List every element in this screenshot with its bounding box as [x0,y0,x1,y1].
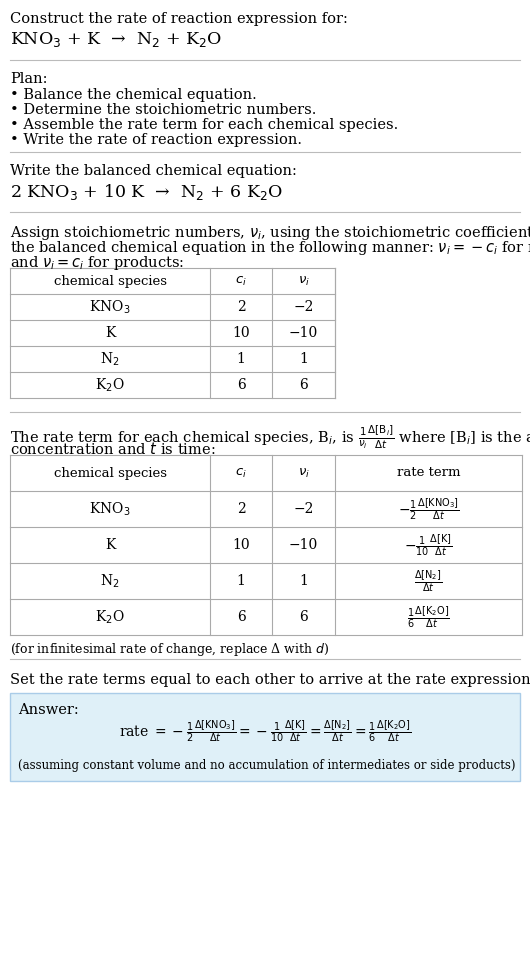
Text: 6: 6 [236,378,245,392]
Text: the balanced chemical equation in the following manner: $\nu_i = -c_i$ for react: the balanced chemical equation in the fo… [10,239,530,257]
Text: 6: 6 [299,610,308,624]
Text: chemical species: chemical species [54,274,166,288]
Text: 2 KNO$_3$ + 10 K  →  N$_2$ + 6 K$_2$O: 2 KNO$_3$ + 10 K → N$_2$ + 6 K$_2$O [10,182,283,202]
Text: $\nu_i$: $\nu_i$ [297,467,310,479]
Text: N$_2$: N$_2$ [100,572,120,590]
Text: $c_i$: $c_i$ [235,467,247,479]
Text: K: K [105,538,115,552]
Text: 1: 1 [299,574,308,588]
Text: N$_2$: N$_2$ [100,350,120,368]
Text: • Assemble the rate term for each chemical species.: • Assemble the rate term for each chemic… [10,118,398,132]
Text: 1: 1 [299,352,308,366]
Text: Answer:: Answer: [18,703,79,717]
Text: • Determine the stoichiometric numbers.: • Determine the stoichiometric numbers. [10,103,316,117]
Text: rate term: rate term [397,467,460,479]
Text: Set the rate terms equal to each other to arrive at the rate expression:: Set the rate terms equal to each other t… [10,673,530,687]
Text: 10: 10 [232,326,250,340]
Text: • Balance the chemical equation.: • Balance the chemical equation. [10,88,257,102]
Text: $\frac{\Delta[\mathrm{N_2}]}{\Delta t}$: $\frac{\Delta[\mathrm{N_2}]}{\Delta t}$ [414,568,443,593]
Text: K: K [105,326,115,340]
Text: Construct the rate of reaction expression for:: Construct the rate of reaction expressio… [10,12,348,26]
Text: K$_2$O: K$_2$O [95,608,125,626]
Text: Write the balanced chemical equation:: Write the balanced chemical equation: [10,164,297,178]
Text: K$_2$O: K$_2$O [95,377,125,393]
Text: $c_i$: $c_i$ [235,274,247,288]
Text: $\frac{1}{6}\frac{\Delta[\mathrm{K_2O}]}{\Delta t}$: $\frac{1}{6}\frac{\Delta[\mathrm{K_2O}]}… [407,604,450,630]
Text: Assign stoichiometric numbers, $\nu_i$, using the stoichiometric coefficients, $: Assign stoichiometric numbers, $\nu_i$, … [10,224,530,242]
Text: and $\nu_i = c_i$ for products:: and $\nu_i = c_i$ for products: [10,254,184,272]
Text: −2: −2 [293,300,314,314]
Text: $-\frac{1}{2}\frac{\Delta[\mathrm{KNO_3}]}{\Delta t}$: $-\frac{1}{2}\frac{\Delta[\mathrm{KNO_3}… [398,496,460,522]
Text: • Write the rate of reaction expression.: • Write the rate of reaction expression. [10,133,302,147]
Text: 2: 2 [236,502,245,516]
Text: −10: −10 [289,538,318,552]
Text: KNO$_3$: KNO$_3$ [89,299,131,315]
Text: KNO$_3$ + K  →  N$_2$ + K$_2$O: KNO$_3$ + K → N$_2$ + K$_2$O [10,30,222,49]
Text: $\nu_i$: $\nu_i$ [297,274,310,288]
Text: $-\frac{1}{10}\frac{\Delta[\mathrm{K}]}{\Delta t}$: $-\frac{1}{10}\frac{\Delta[\mathrm{K}]}{… [404,532,453,558]
Text: 2: 2 [236,300,245,314]
Text: 6: 6 [236,610,245,624]
Text: concentration and $t$ is time:: concentration and $t$ is time: [10,441,216,457]
Text: KNO$_3$: KNO$_3$ [89,501,131,517]
Text: rate $= -\frac{1}{2}\frac{\Delta[\mathrm{KNO_3}]}{\Delta t} = -\frac{1}{10}\frac: rate $= -\frac{1}{2}\frac{\Delta[\mathrm… [119,718,411,744]
Text: 6: 6 [299,378,308,392]
Text: Plan:: Plan: [10,72,48,86]
Text: −10: −10 [289,326,318,340]
Text: 1: 1 [236,352,245,366]
Text: (assuming constant volume and no accumulation of intermediates or side products): (assuming constant volume and no accumul… [18,759,516,772]
Bar [10,693,520,781]
Text: (for infinitesimal rate of change, replace Δ with $d$): (for infinitesimal rate of change, repla… [10,641,330,658]
Text: The rate term for each chemical species, B$_i$, is $\frac{1}{\nu_i}\frac{\Delta[: The rate term for each chemical species,… [10,424,530,452]
Text: −2: −2 [293,502,314,516]
Text: 10: 10 [232,538,250,552]
Text: 1: 1 [236,574,245,588]
Text: chemical species: chemical species [54,467,166,479]
